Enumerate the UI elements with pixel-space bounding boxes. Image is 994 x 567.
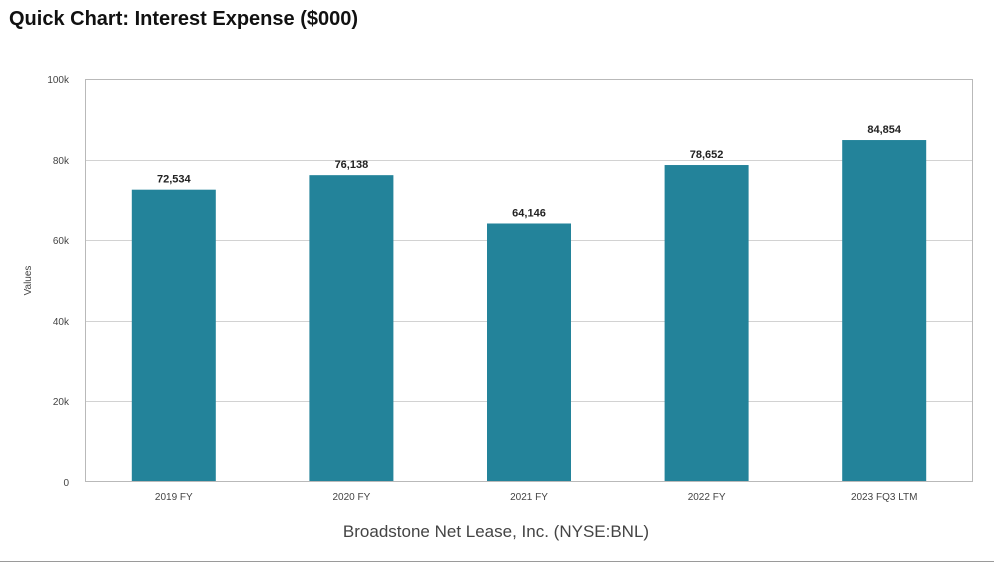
data-label: 76,138: [335, 159, 369, 171]
bottom-divider: [0, 561, 994, 562]
y-tick-label: 60k: [53, 236, 70, 247]
y-tick-label: 0: [63, 478, 69, 489]
x-tick-label: 2019 FY: [155, 492, 193, 503]
bar: [487, 223, 571, 482]
x-tick-label: 2020 FY: [332, 492, 370, 503]
x-axis-ticks: 2019 FY 2020 FY 2021 FY 2022 FY 2023 FQ3 LTM: [155, 492, 918, 503]
x-tick-label: 2022 FY: [688, 492, 726, 503]
y-axis-title: Values: [23, 266, 34, 296]
data-label: 84,854: [867, 124, 902, 136]
data-label: 78,652: [690, 149, 724, 161]
x-tick-label: 2021 FY: [510, 492, 548, 503]
y-tick-label: 100k: [47, 75, 70, 86]
x-tick-label: 2023 FQ3 LTM: [851, 492, 918, 503]
bar: [309, 175, 394, 482]
y-tick-label: 80k: [53, 156, 70, 167]
bar: [664, 165, 749, 482]
data-label: 72,534: [157, 174, 192, 186]
data-labels: 72,534 76,138 64,146 78,652 84,854: [157, 124, 902, 219]
plot-frame: [85, 79, 973, 482]
bars: [131, 140, 927, 482]
y-tick-label: 20k: [53, 397, 70, 408]
chart-title: Quick Chart: Interest Expense ($000): [9, 8, 359, 30]
bar: [842, 140, 927, 482]
y-tick-label: 40k: [53, 317, 70, 328]
bar: [131, 189, 216, 482]
x-axis-title: Broadstone Net Lease, Inc. (NYSE:BNL): [343, 522, 649, 541]
y-axis-ticks: 0 20k 40k 60k 80k 100k: [47, 75, 70, 489]
data-label: 64,146: [512, 207, 546, 219]
